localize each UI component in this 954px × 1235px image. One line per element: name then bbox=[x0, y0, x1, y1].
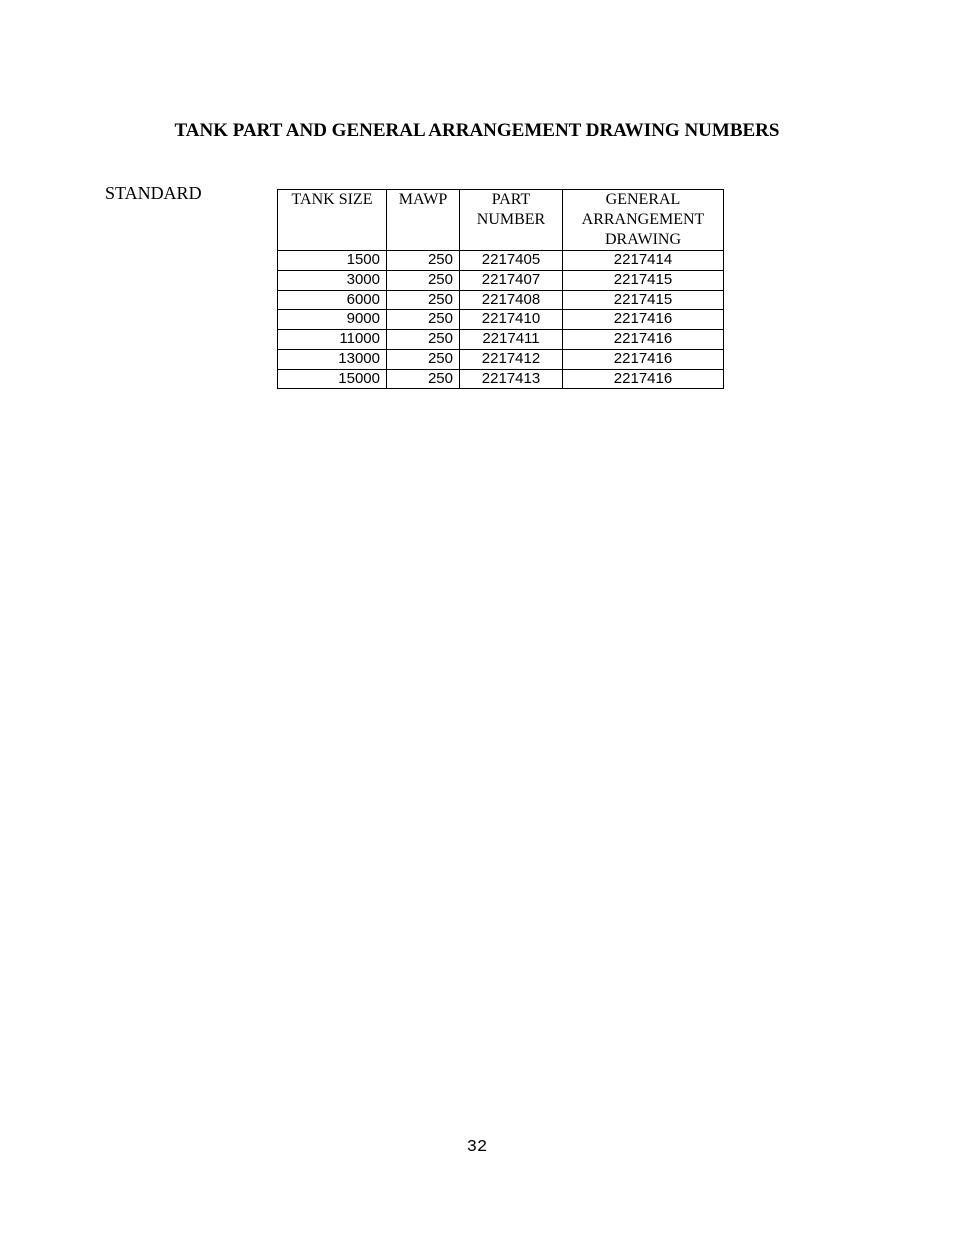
cell-mawp: 250 bbox=[387, 369, 460, 389]
section-label-standard: STANDARD bbox=[105, 183, 202, 204]
cell-part-number: 2217410 bbox=[460, 310, 563, 330]
cell-part-number: 2217405 bbox=[460, 251, 563, 271]
col-header-part-line2: NUMBER bbox=[466, 210, 556, 230]
cell-ga-drawing: 2217416 bbox=[563, 349, 724, 369]
table-body: 1500 250 2217405 2217414 3000 250 221740… bbox=[278, 251, 724, 389]
cell-ga-drawing: 2217414 bbox=[563, 251, 724, 271]
cell-mawp: 250 bbox=[387, 270, 460, 290]
cell-tank-size: 13000 bbox=[278, 349, 387, 369]
cell-mawp: 250 bbox=[387, 251, 460, 271]
table-row: 1500 250 2217405 2217414 bbox=[278, 251, 724, 271]
col-header-mawp-line1: MAWP bbox=[393, 190, 453, 210]
col-header-ga-line1: GENERAL bbox=[569, 190, 717, 210]
cell-part-number: 2217413 bbox=[460, 369, 563, 389]
col-header-ga-line2: ARRANGEMENT bbox=[569, 210, 717, 230]
cell-part-number: 2217412 bbox=[460, 349, 563, 369]
cell-part-number: 2217411 bbox=[460, 330, 563, 350]
cell-part-number: 2217407 bbox=[460, 270, 563, 290]
cell-ga-drawing: 2217415 bbox=[563, 270, 724, 290]
drawing-numbers-table: TANK SIZE MAWP PART NUMBER GENERAL ARRAN… bbox=[277, 189, 724, 389]
col-header-ga-line3: DRAWING bbox=[569, 230, 717, 250]
cell-mawp: 250 bbox=[387, 349, 460, 369]
col-header-part-number: PART NUMBER bbox=[460, 190, 563, 251]
table-row: 11000 250 2217411 2217416 bbox=[278, 330, 724, 350]
table-row: 9000 250 2217410 2217416 bbox=[278, 310, 724, 330]
cell-mawp: 250 bbox=[387, 310, 460, 330]
table-row: 15000 250 2217413 2217416 bbox=[278, 369, 724, 389]
col-header-tank-size: TANK SIZE bbox=[278, 190, 387, 251]
cell-ga-drawing: 2217416 bbox=[563, 369, 724, 389]
table-row: 13000 250 2217412 2217416 bbox=[278, 349, 724, 369]
cell-tank-size: 15000 bbox=[278, 369, 387, 389]
cell-ga-drawing: 2217415 bbox=[563, 290, 724, 310]
page-number: 32 bbox=[0, 1138, 954, 1157]
table-header-row: TANK SIZE MAWP PART NUMBER GENERAL ARRAN… bbox=[278, 190, 724, 251]
col-header-part-line1: PART bbox=[466, 190, 556, 210]
page-title: TANK PART AND GENERAL ARRANGEMENT DRAWIN… bbox=[0, 120, 954, 142]
cell-mawp: 250 bbox=[387, 330, 460, 350]
table-row: 3000 250 2217407 2217415 bbox=[278, 270, 724, 290]
col-header-mawp: MAWP bbox=[387, 190, 460, 251]
cell-tank-size: 1500 bbox=[278, 251, 387, 271]
cell-tank-size: 6000 bbox=[278, 290, 387, 310]
cell-tank-size: 11000 bbox=[278, 330, 387, 350]
col-header-tank-size-line1: TANK SIZE bbox=[284, 190, 380, 210]
table-row: 6000 250 2217408 2217415 bbox=[278, 290, 724, 310]
cell-tank-size: 9000 bbox=[278, 310, 387, 330]
cell-mawp: 250 bbox=[387, 290, 460, 310]
cell-part-number: 2217408 bbox=[460, 290, 563, 310]
cell-tank-size: 3000 bbox=[278, 270, 387, 290]
cell-ga-drawing: 2217416 bbox=[563, 330, 724, 350]
col-header-ga-drawing: GENERAL ARRANGEMENT DRAWING bbox=[563, 190, 724, 251]
cell-ga-drawing: 2217416 bbox=[563, 310, 724, 330]
